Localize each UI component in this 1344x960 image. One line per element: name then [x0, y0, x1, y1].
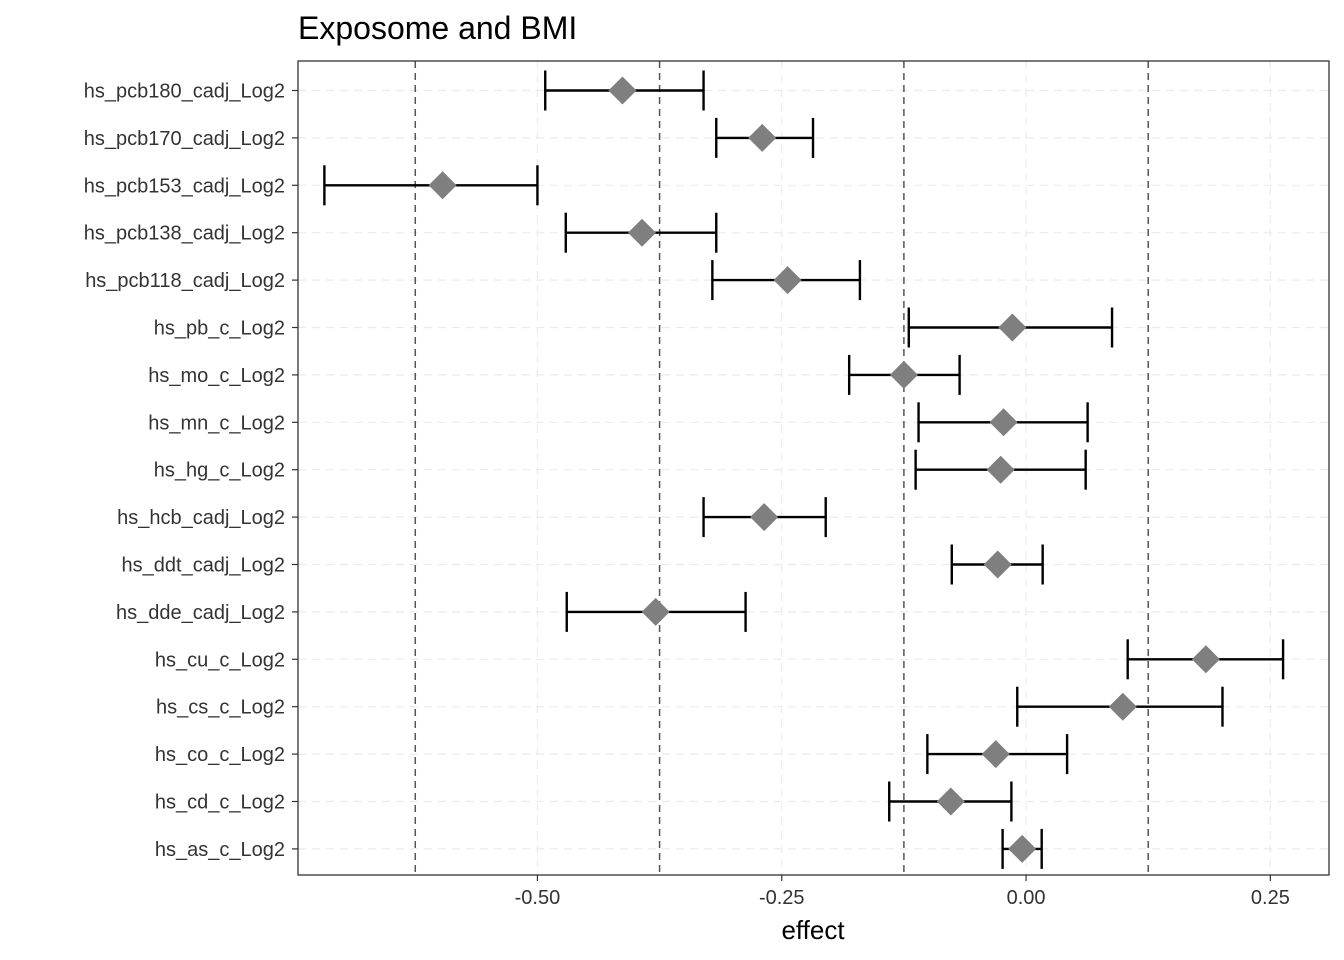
point-estimate — [989, 408, 1018, 437]
point-estimate — [889, 360, 918, 389]
y-tick-label: hs_cd_c_Log2 — [155, 792, 285, 814]
point-estimate — [608, 76, 637, 105]
chart-title: Exposome and BMI — [298, 10, 577, 46]
y-tick-label: hs_mo_c_Log2 — [148, 365, 285, 387]
point-estimate — [750, 503, 779, 532]
y-tick-label: hs_pb_c_Log2 — [154, 318, 285, 340]
y-tick-label: hs_pcb118_cadj_Log2 — [85, 270, 285, 292]
point-estimate — [773, 266, 802, 295]
x-tick-label: -0.25 — [759, 887, 805, 909]
y-tick-label: hs_cu_c_Log2 — [155, 649, 285, 671]
y-axis: hs_pcb180_cadj_Log2 hs_pcb170_cadj_Log2hs… — [84, 81, 298, 861]
y-tick-label: hs_hg_c_Log2 — [154, 460, 285, 482]
x-tick-label: 0.00 — [1007, 887, 1046, 909]
point-estimate — [627, 218, 656, 247]
plot-panel-border — [297, 60, 1330, 876]
point-estimate — [981, 740, 1010, 769]
reference-lines — [414, 61, 1149, 875]
y-tick-label: hs_pcb180_cadj_Log2 — [84, 81, 285, 103]
y-tick-label: hs_as_c_Log2 — [155, 839, 285, 861]
point-estimate — [1108, 692, 1137, 721]
point-estimate — [986, 455, 1015, 484]
point-estimate — [936, 787, 965, 816]
x-tick-label: 0.25 — [1251, 887, 1290, 909]
point-estimate — [748, 123, 777, 152]
y-tick-label: hs_dde_cadj_Log2 — [116, 602, 285, 624]
point-estimate — [998, 313, 1027, 342]
point-estimate — [428, 171, 457, 200]
point-estimate — [983, 550, 1012, 579]
x-tick-label: -0.50 — [515, 887, 561, 909]
y-tick-label: hs_cs_c_Log2 — [156, 697, 285, 719]
point-estimate — [1191, 645, 1220, 674]
x-axis: -0.50 -0.25 0.00 0.25 — [515, 875, 1290, 909]
y-tick-label: hs_pcb170_cadj_Log2 — [84, 128, 285, 150]
y-tick-label: hs_mn_c_Log2 — [148, 412, 285, 434]
y-tick-label: hs_pcb153_cadj_Log2 — [84, 175, 285, 197]
point-estimate — [1008, 834, 1037, 863]
grid-layer — [298, 61, 1329, 875]
y-tick-label: hs_hcb_cadj_Log2 — [117, 507, 285, 529]
x-axis-title: effect — [781, 915, 845, 945]
point-estimate — [641, 597, 670, 626]
point-estimates — [428, 76, 1220, 863]
y-tick-label: hs_pcb138_cadj_Log2 — [84, 223, 285, 245]
y-tick-label: hs_co_c_Log2 — [155, 744, 285, 766]
y-tick-label: hs_ddt_cadj_Log2 — [122, 555, 285, 577]
